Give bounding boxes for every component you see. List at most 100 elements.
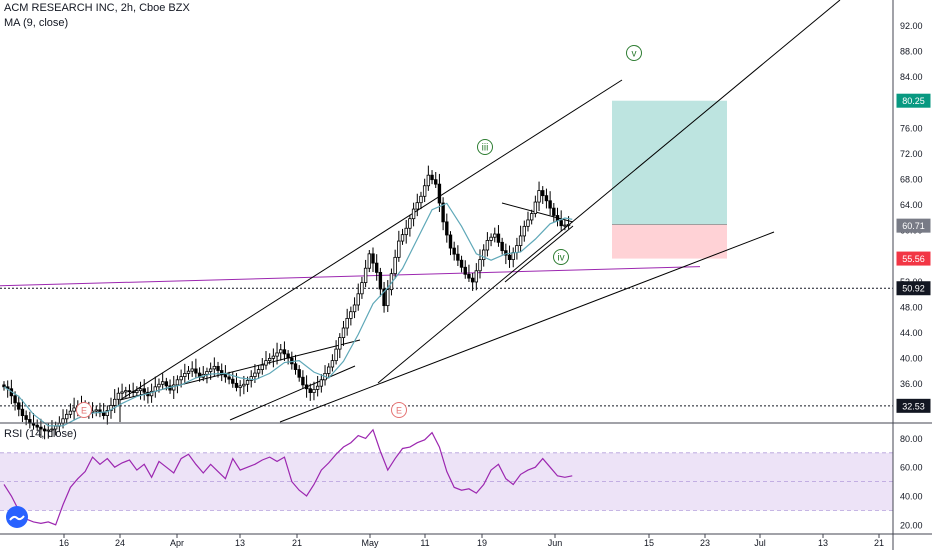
- price-tick-label: 44.00: [900, 328, 923, 338]
- candle: [242, 383, 246, 387]
- time-tick-label: Jun: [548, 538, 563, 548]
- candle: [504, 250, 508, 256]
- candle: [481, 249, 486, 260]
- price-tick-label: 40.00: [900, 354, 923, 364]
- wave-label-text: iv: [557, 253, 564, 264]
- candle: [301, 376, 305, 386]
- wave-label-circle: [626, 45, 642, 61]
- candle: [234, 382, 239, 388]
- price-tag-text: 32.53: [902, 401, 925, 411]
- candle: [212, 365, 217, 370]
- candle: [493, 233, 497, 238]
- candle: [116, 392, 121, 400]
- candle: [500, 241, 504, 252]
- wave-label-text: v: [632, 49, 637, 60]
- wave-label-iv: iv: [553, 249, 569, 265]
- candle: [68, 410, 73, 415]
- rsi-line: [3, 428, 573, 526]
- ma-line: [3, 202, 573, 427]
- candle: [297, 369, 301, 378]
- time-tick-label: 13: [818, 538, 828, 548]
- candle: [537, 190, 541, 203]
- candle: [341, 327, 346, 339]
- candle: [172, 384, 176, 391]
- candle: [315, 385, 320, 390]
- candle: [448, 234, 453, 249]
- candle: [404, 227, 408, 236]
- candle: [72, 407, 76, 412]
- candle: [456, 253, 460, 261]
- price-tick-label: 48.00: [900, 302, 923, 312]
- candle: [566, 224, 571, 226]
- candle: [356, 293, 360, 306]
- candle: [408, 218, 412, 229]
- candle: [363, 267, 368, 284]
- price-tag-text: 50.92: [902, 284, 925, 294]
- trendline: [377, 0, 841, 384]
- candle: [430, 174, 434, 181]
- price-tag-text: 55.56: [902, 254, 925, 264]
- candle: [256, 369, 261, 374]
- time-tick-label: 24: [115, 538, 125, 548]
- candle: [135, 390, 139, 393]
- candle: [552, 207, 556, 216]
- candle: [434, 179, 438, 185]
- time-tick-label: 15: [644, 538, 654, 548]
- candle: [452, 247, 456, 255]
- candle: [17, 402, 21, 410]
- candle: [46, 429, 50, 432]
- candle: [304, 384, 309, 390]
- price-tick-label: 92.00: [900, 21, 923, 31]
- earnings-circle: [76, 402, 92, 418]
- candle: [507, 254, 512, 260]
- price-tag-text: 80.25: [902, 96, 925, 106]
- time-tick-label: 13: [235, 538, 245, 548]
- candle: [533, 201, 538, 214]
- candle: [511, 252, 515, 260]
- candle: [400, 234, 405, 242]
- candle: [330, 360, 335, 368]
- price-tag-bg: [896, 93, 931, 108]
- candle: [160, 381, 165, 385]
- candle: [231, 378, 235, 384]
- candle: [208, 368, 213, 372]
- candle: [367, 253, 372, 269]
- price-tick-label: 64.00: [900, 200, 923, 210]
- candle: [113, 398, 117, 406]
- candle: [478, 259, 482, 272]
- candle: [437, 183, 442, 204]
- candle: [164, 381, 169, 387]
- candle: [94, 409, 98, 412]
- candle: [378, 271, 383, 290]
- candle: [249, 376, 253, 381]
- wave-label-text: iii: [482, 143, 489, 154]
- price-tag-bg: [896, 218, 931, 233]
- candle: [293, 363, 298, 370]
- price-tag-bg: [896, 398, 931, 413]
- candle: [470, 277, 475, 283]
- candle: [467, 273, 471, 279]
- candle: [186, 370, 191, 374]
- candle: [496, 233, 501, 243]
- candle: [548, 200, 552, 209]
- candle: [149, 390, 154, 397]
- candle: [279, 349, 283, 354]
- price-tick-label: 84.00: [900, 72, 923, 82]
- price-tag-50.92: 50.92: [896, 281, 931, 296]
- candle: [127, 390, 132, 393]
- earnings-circle: [391, 402, 407, 418]
- candle: [463, 266, 467, 275]
- candle: [518, 235, 523, 246]
- candle: [142, 388, 146, 393]
- candle: [120, 391, 124, 394]
- candle: [345, 318, 349, 329]
- price-tick-label: 36.00: [900, 379, 923, 389]
- candle: [2, 384, 6, 388]
- candle: [275, 352, 279, 357]
- rsi-tick-label: 80.00: [900, 434, 923, 444]
- candle: [286, 353, 290, 359]
- earnings-text: E: [396, 406, 402, 416]
- candle: [101, 412, 106, 417]
